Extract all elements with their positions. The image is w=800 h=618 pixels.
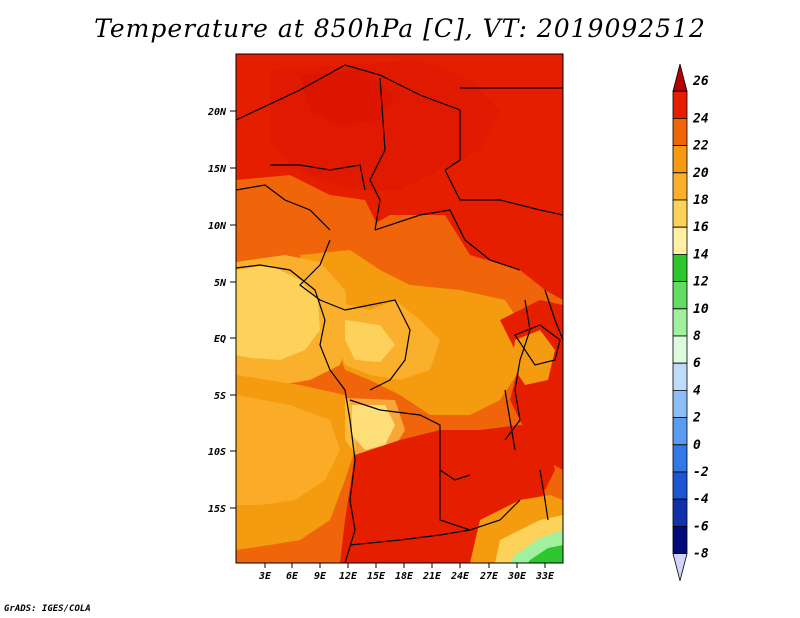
- boundary-drc-east: [504, 299, 531, 441]
- colorbar-label: 10: [693, 302, 709, 317]
- colorbar-label: 14: [693, 247, 709, 262]
- lon-label: 24E: [450, 571, 470, 582]
- colorbar-swatch: [672, 498, 688, 527]
- colorbar-swatch: [672, 63, 688, 92]
- colorbar-label: 20: [692, 166, 709, 181]
- latitude-labels: 20N 15N 10N 5N EQ 5S 10S 15S: [207, 107, 227, 515]
- colorbar-swatch: [672, 362, 688, 391]
- colorbar-swatch: [672, 417, 688, 446]
- colorbar-swatch: [672, 145, 688, 174]
- boundary-sudan-south: [444, 169, 563, 216]
- boundary-lake-malawi: [539, 469, 549, 521]
- lat-label: 10S: [208, 447, 226, 458]
- lat-label: EQ: [214, 334, 226, 345]
- field-20-highlands: [512, 330, 555, 385]
- boundary-coast-west: [236, 264, 356, 563]
- colorbar-swatch: [672, 254, 688, 282]
- field-18-sw: [236, 395, 340, 505]
- lon-label: 18E: [395, 571, 414, 582]
- lon-label: 9E: [314, 571, 327, 582]
- lon-label: 33E: [535, 571, 555, 582]
- grads-credit: GrADS: IGES/COLA: [4, 604, 91, 614]
- field-12-se: [528, 545, 563, 563]
- colorbar-label: 16: [693, 220, 709, 235]
- lat-label: 20N: [207, 107, 227, 118]
- lat-label: 15N: [208, 164, 227, 175]
- colorbar-swatch: [672, 390, 688, 418]
- colorbar-swatch: [672, 335, 688, 364]
- boundary-lake-victoria: [514, 324, 561, 366]
- lat-label: 5N: [214, 278, 227, 289]
- boundary-angola: [349, 399, 471, 481]
- boundary-chad-sudan: [369, 77, 386, 231]
- colorbar-swatch: [672, 118, 688, 146]
- colorbar-swatch: [672, 172, 688, 201]
- lon-label: 3E: [258, 571, 272, 582]
- field-16-congo: [345, 320, 395, 362]
- colorbar-label: 22: [692, 139, 709, 154]
- colorbar-swatch: [672, 281, 688, 310]
- colorbar-swatch: [672, 90, 688, 119]
- lat-label: 5S: [214, 391, 226, 402]
- political-boundaries: [236, 64, 563, 563]
- boundary-congo: [344, 299, 411, 391]
- colorbar-label: -6: [693, 519, 709, 534]
- field-16-west: [236, 265, 320, 360]
- axis-ticks: [230, 110, 546, 568]
- colorbar-swatch: [672, 526, 688, 554]
- colorbar-swatch: [672, 444, 688, 473]
- boundary-cameroon: [299, 239, 346, 311]
- boundary-lake-tanganyika: [504, 389, 516, 451]
- colorbar-label: 8: [693, 329, 701, 344]
- colorbar-label: 24: [692, 111, 709, 126]
- lon-label: 27E: [479, 571, 499, 582]
- colorbar-label: 6: [693, 356, 701, 371]
- lat-label: 15S: [208, 504, 226, 515]
- boundary-car: [374, 209, 521, 271]
- colorbar-label: -2: [693, 465, 709, 480]
- chart-title: Temperature at 850hPa [C], VT: 201909251…: [94, 14, 706, 43]
- colorbar-swatch: [672, 308, 688, 337]
- colorbar-label: 2: [692, 411, 701, 426]
- boundary-libya-chad: [236, 64, 461, 171]
- lon-label: 6E: [286, 571, 299, 582]
- colorbar-label: 26: [692, 74, 709, 89]
- colorbar-label: -8: [693, 547, 709, 562]
- colorbar-label: -4: [693, 492, 709, 507]
- map-frame: [235, 53, 564, 564]
- lat-label: 10N: [208, 221, 227, 232]
- boundary-east-africa: [544, 289, 563, 341]
- boundary-namibia: [349, 529, 471, 546]
- colorbar-label: 18: [693, 193, 709, 208]
- lon-label: 21E: [422, 571, 442, 582]
- colorbar-label: 12: [693, 275, 709, 290]
- colorbar-swatch: [672, 226, 688, 255]
- colorbar-swatch: [672, 553, 688, 581]
- boundary-nigeria: [236, 184, 331, 231]
- colorbar-label: 0: [693, 438, 701, 453]
- lon-label: 30E: [507, 571, 527, 582]
- field-26-patch: [300, 70, 395, 125]
- field-22-band: [236, 175, 545, 300]
- lon-label: 12E: [339, 571, 358, 582]
- longitude-labels: 3E 6E 9E 12E 15E 18E 21E 24E 27E 30E 33E: [258, 571, 555, 582]
- colorbar-swatch: [672, 471, 688, 500]
- boundary-niger-chad: [270, 164, 366, 191]
- colorbar-swatch: [672, 199, 688, 228]
- lon-label: 15E: [367, 571, 386, 582]
- colorbar-label: 4: [693, 383, 701, 398]
